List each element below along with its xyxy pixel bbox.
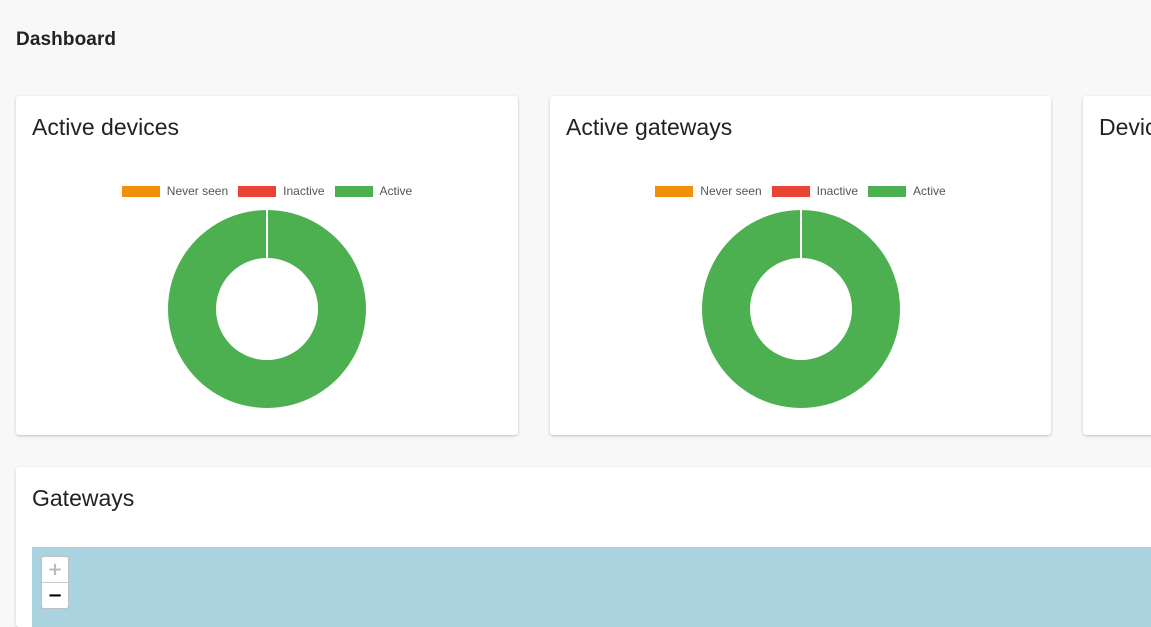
card-title: Active gateways: [566, 114, 733, 140]
zoom-out-button[interactable]: −: [42, 582, 68, 608]
active-devices-card: Active devices Never seen Inactive Activ…: [16, 96, 518, 435]
gateways-card: Gateways + −: [16, 467, 1151, 627]
legend-swatch-inactive: [238, 185, 277, 197]
active-gateways-donut-chart[interactable]: [701, 209, 901, 409]
legend-item-inactive[interactable]: Inactive: [238, 184, 325, 198]
gateways-map[interactable]: + −: [32, 547, 1151, 627]
donut-slice-active[interactable]: [167, 210, 366, 408]
legend-label-inactive: Inactive: [283, 184, 325, 198]
legend-item-inactive[interactable]: Inactive: [771, 184, 859, 198]
donut-slice-active[interactable]: [701, 210, 900, 408]
chart-legend: Never seen Inactive Active: [16, 184, 518, 198]
chart-legend: Never seen Inactive Active: [550, 184, 1051, 198]
legend-item-never-seen[interactable]: Never seen: [655, 184, 762, 198]
legend-label-active: Active: [379, 184, 413, 198]
legend-swatch-active: [868, 185, 907, 197]
legend-item-active[interactable]: Active: [868, 184, 946, 198]
legend-swatch-never-seen: [655, 185, 694, 197]
zoom-in-button[interactable]: +: [47, 559, 63, 580]
card-title: Active devices: [32, 114, 180, 140]
active-gateways-card: Active gateways Never seen Inactive Acti…: [550, 96, 1051, 435]
card-title: Devic: [1099, 114, 1151, 140]
active-devices-donut-chart[interactable]: [167, 209, 367, 409]
legend-label-never-seen: Never seen: [700, 184, 762, 198]
legend-item-never-seen[interactable]: Never seen: [121, 184, 229, 198]
legend-label-inactive: Inactive: [816, 184, 859, 198]
device-card-partial: Devic: [1083, 96, 1151, 435]
legend-label-active: Active: [913, 184, 946, 198]
card-title: Gateways: [32, 485, 135, 511]
legend-swatch-never-seen: [121, 185, 160, 197]
legend-label-never-seen: Never seen: [166, 184, 229, 198]
page-title: Dashboard: [16, 29, 117, 50]
legend-swatch-inactive: [771, 185, 810, 197]
legend-swatch-active: [334, 185, 373, 197]
map-zoom-control: + −: [41, 556, 69, 609]
legend-item-active[interactable]: Active: [334, 184, 413, 198]
